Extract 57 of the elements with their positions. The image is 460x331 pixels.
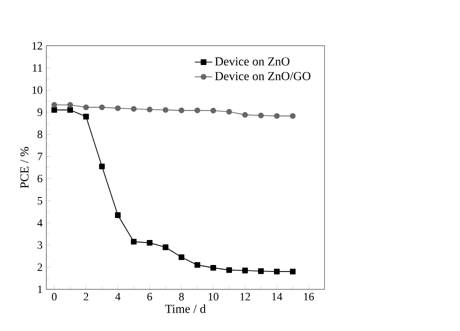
point	[290, 112, 296, 119]
x-tick-label: 10	[208, 292, 218, 300]
point	[194, 107, 200, 114]
y-tick-label: 1	[38, 285, 42, 293]
point	[83, 104, 89, 110]
y-tick-label: 10	[32, 86, 42, 94]
point	[290, 268, 296, 274]
x-tick-label: 2	[84, 292, 88, 300]
point	[178, 254, 184, 260]
y-tick-label: 5	[38, 196, 42, 204]
point	[51, 102, 58, 108]
x-tick-label: 14	[272, 292, 282, 300]
x-tick-label: 12	[240, 292, 250, 300]
point	[258, 268, 264, 274]
point	[99, 163, 105, 170]
point	[226, 267, 232, 273]
x-tick-label: 8	[179, 292, 184, 300]
point	[162, 106, 168, 113]
point	[51, 106, 58, 113]
point	[274, 268, 280, 274]
y-tick-label: 6	[38, 174, 42, 182]
y-axis-title: PCE / %	[20, 146, 29, 188]
point	[67, 106, 73, 113]
point	[242, 112, 248, 118]
x-tick-label: 16	[304, 292, 314, 300]
y-tick-label: 2	[38, 263, 42, 271]
y-tick-label: 8	[38, 130, 42, 138]
point	[210, 264, 216, 271]
y-tick-label: 12	[32, 42, 42, 50]
point	[162, 244, 168, 250]
legend-label: Device on ZnO/GO	[215, 72, 310, 80]
y-tick-label: 7	[38, 152, 42, 160]
x-tick-label: 0	[52, 292, 57, 300]
y-tick-label: 9	[37, 108, 42, 116]
point	[194, 262, 200, 268]
y-tick-label: 4	[37, 219, 43, 226]
point	[178, 107, 184, 114]
point	[146, 240, 152, 246]
x-tick-label: 4	[115, 292, 120, 300]
point	[83, 114, 89, 120]
point	[242, 268, 248, 274]
point	[226, 108, 232, 114]
legend-label: Device on ZnO	[215, 57, 290, 66]
point	[130, 238, 137, 244]
point	[99, 104, 105, 110]
x-tick-label: 6	[147, 292, 152, 300]
point	[210, 108, 216, 114]
point	[67, 102, 73, 108]
x-axis-title: Time / d	[165, 304, 206, 313]
point	[130, 106, 137, 112]
point	[274, 112, 280, 119]
y-tick-label: 11	[32, 64, 42, 72]
point	[115, 212, 121, 218]
point	[115, 105, 121, 111]
point	[146, 106, 152, 112]
point	[258, 112, 264, 118]
y-tick-label: 3	[38, 241, 42, 249]
